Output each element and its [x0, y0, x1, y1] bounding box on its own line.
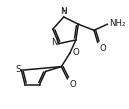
Text: N: N: [51, 38, 58, 48]
Text: N: N: [60, 7, 66, 16]
Text: S: S: [15, 65, 21, 74]
Text: O: O: [70, 80, 77, 89]
Text: O: O: [99, 44, 106, 53]
Text: NH₂: NH₂: [109, 19, 126, 28]
Text: H: H: [61, 8, 67, 14]
Text: O: O: [72, 48, 79, 57]
